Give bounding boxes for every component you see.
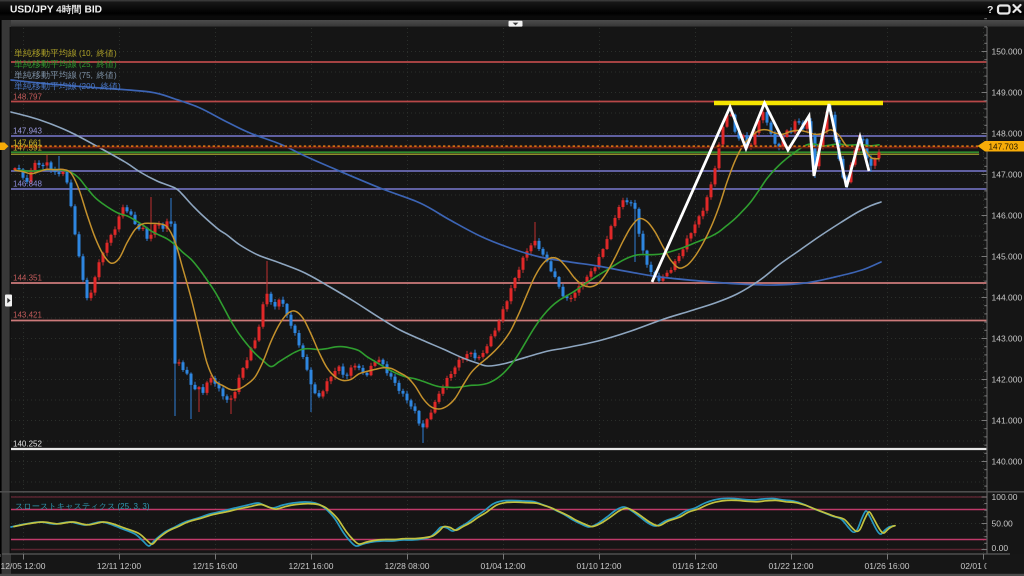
svg-text:(75,: (75, <box>79 71 93 80</box>
svg-text:): ) <box>114 49 117 58</box>
svg-text:01/10 12:00: 01/10 12:00 <box>577 561 622 571</box>
svg-text:(200,: (200, <box>79 82 97 91</box>
svg-text:140.252: 140.252 <box>13 440 42 449</box>
svg-text:144.351: 144.351 <box>13 274 42 283</box>
svg-text:146.000: 146.000 <box>992 211 1023 221</box>
svg-text:01/04 12:00: 01/04 12:00 <box>481 561 526 571</box>
svg-text:141.000: 141.000 <box>992 416 1023 426</box>
svg-text:148.000: 148.000 <box>992 129 1023 139</box>
svg-text:(25, 3, 3): (25, 3, 3) <box>118 502 150 511</box>
svg-text:100.00: 100.00 <box>992 492 1018 502</box>
svg-text:12/11 12:00: 12/11 12:00 <box>97 561 142 571</box>
svg-text:12/15 16:00: 12/15 16:00 <box>193 561 238 571</box>
svg-text:0.00: 0.00 <box>992 543 1009 553</box>
svg-text:147.000: 147.000 <box>992 170 1023 180</box>
svg-text:01/16 12:00: 01/16 12:00 <box>673 561 718 571</box>
svg-text:146.848: 146.848 <box>13 180 42 189</box>
svg-text:): ) <box>114 71 117 80</box>
svg-text:BID: BID <box>84 5 102 16</box>
svg-text:01/26 16:00: 01/26 16:00 <box>865 561 910 571</box>
svg-text:147.591: 147.591 <box>13 144 42 153</box>
svg-text:12/28 08:00: 12/28 08:00 <box>385 561 430 571</box>
svg-text:USD/JPY: USD/JPY <box>10 5 54 16</box>
svg-text:147.703: 147.703 <box>989 143 1019 152</box>
svg-text:140.000: 140.000 <box>992 457 1023 467</box>
svg-text:01/22 12:00: 01/22 12:00 <box>769 561 814 571</box>
svg-text:142.000: 142.000 <box>992 375 1023 385</box>
svg-text:): ) <box>114 60 117 69</box>
svg-text:145.000: 145.000 <box>992 252 1023 262</box>
svg-text:148.797: 148.797 <box>13 93 42 102</box>
svg-text:149.000: 149.000 <box>992 88 1023 98</box>
svg-text:): ) <box>118 82 121 91</box>
svg-text:(25,: (25, <box>79 60 93 69</box>
svg-text:143.000: 143.000 <box>992 334 1023 344</box>
svg-text:143.421: 143.421 <box>13 311 42 320</box>
svg-text:?: ? <box>987 4 993 16</box>
svg-text:147.943: 147.943 <box>13 127 42 136</box>
svg-text:12/05 12:00: 12/05 12:00 <box>1 561 46 571</box>
svg-text:144.000: 144.000 <box>992 293 1023 303</box>
svg-text:50.00: 50.00 <box>992 519 1014 529</box>
svg-text:147.661: 147.661 <box>13 139 42 148</box>
svg-text:02/01 00:00: 02/01 00:00 <box>961 561 1006 571</box>
svg-text:12/21 16:00: 12/21 16:00 <box>289 561 334 571</box>
svg-text:(10,: (10, <box>79 49 93 58</box>
svg-text:150.000: 150.000 <box>992 47 1023 57</box>
